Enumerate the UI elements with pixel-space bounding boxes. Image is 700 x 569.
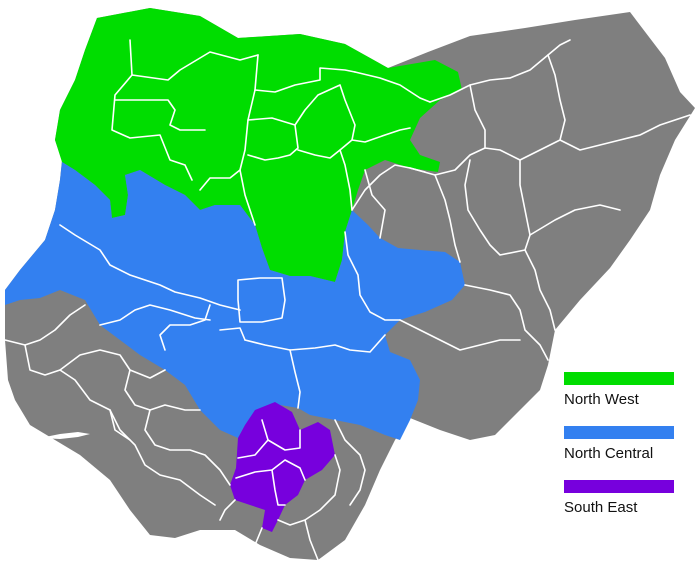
region-south-east	[230, 402, 335, 532]
border-line	[399, 319, 521, 351]
border-line	[254, 67, 356, 93]
border-line	[247, 117, 299, 161]
legend-item-south-east: South East	[564, 480, 676, 534]
border-line	[111, 39, 193, 181]
border-line	[304, 519, 319, 561]
border-line	[464, 284, 549, 361]
border-line	[4, 304, 86, 346]
legend: North West North Central South East	[564, 372, 676, 534]
border-line	[289, 349, 301, 409]
border-line	[469, 84, 486, 149]
legend-swatch-north-west	[564, 372, 674, 385]
border-line	[237, 277, 286, 323]
legend-label: South East	[564, 499, 638, 516]
legend-item-north-central: North Central	[564, 426, 676, 480]
border-line	[524, 249, 556, 331]
border-line	[199, 54, 259, 191]
border-line	[239, 169, 256, 226]
border-line	[99, 304, 211, 326]
border-line	[519, 54, 566, 161]
state-borders	[4, 39, 691, 561]
legend-label: North West	[564, 391, 639, 408]
border-line	[464, 159, 526, 256]
border-line	[131, 51, 259, 81]
border-line	[334, 419, 366, 506]
border-line	[344, 231, 401, 321]
border-line	[244, 334, 386, 353]
border-line	[109, 409, 216, 506]
border-line	[294, 84, 356, 159]
legend-item-north-west: North West	[564, 372, 676, 426]
border-line	[219, 499, 236, 521]
border-line	[559, 114, 691, 151]
legend-swatch-south-east	[564, 480, 674, 493]
border-line	[219, 327, 246, 341]
border-line	[354, 71, 431, 103]
border-line	[235, 459, 306, 481]
border-line	[519, 159, 531, 251]
border-line	[434, 174, 461, 263]
border-line	[254, 527, 263, 546]
region-north-west	[55, 8, 462, 282]
region-north-central	[5, 162, 465, 440]
border-line	[24, 344, 131, 441]
border-line	[277, 454, 341, 526]
regions	[5, 8, 465, 532]
border-line	[351, 127, 411, 143]
border-line	[529, 204, 621, 236]
border-line	[159, 304, 211, 351]
lagoon	[40, 432, 90, 439]
border-line	[237, 439, 269, 459]
border-line	[364, 169, 386, 239]
border-line	[59, 224, 241, 311]
border-line	[271, 469, 286, 506]
border-line	[114, 99, 206, 131]
border-line	[59, 349, 166, 379]
border-line	[144, 409, 231, 486]
legend-swatch-north-central	[564, 426, 674, 439]
border-line	[261, 419, 301, 451]
legend-label: North Central	[564, 445, 654, 462]
border-line	[339, 149, 353, 211]
